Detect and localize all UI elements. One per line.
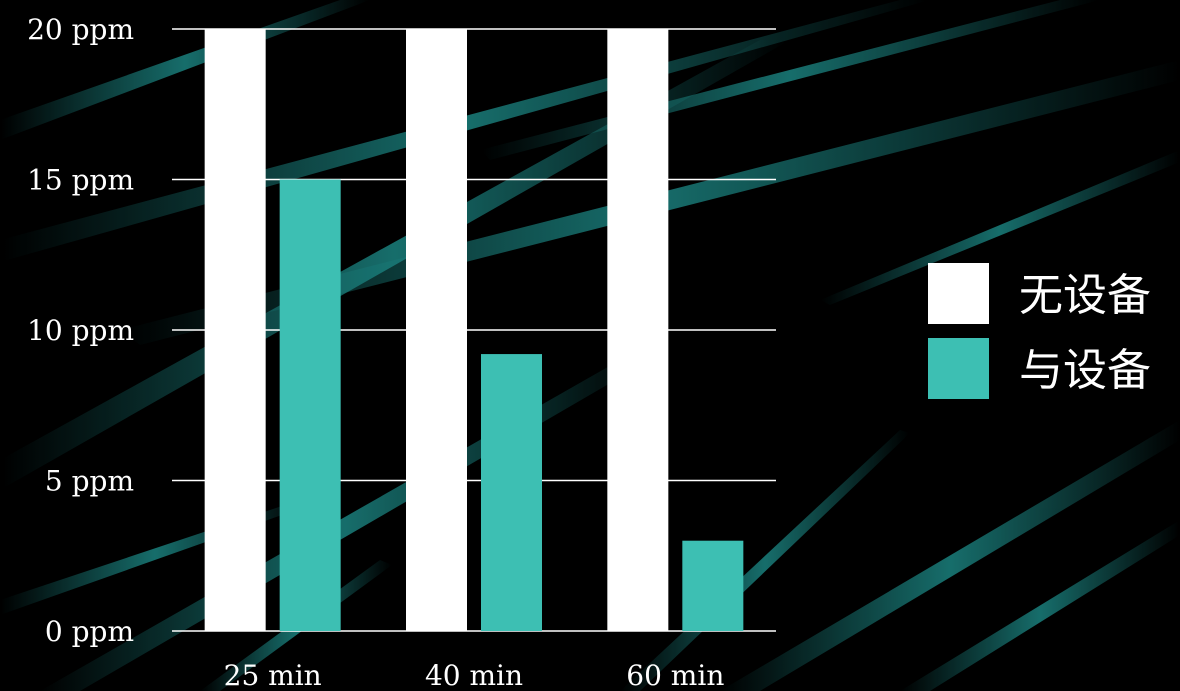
legend-label: 与设备 (1019, 345, 1151, 396)
y-tick-label: 15 ppm (27, 164, 134, 197)
x-tick-label: 25 min (224, 659, 322, 691)
legend-swatch (928, 263, 989, 324)
y-tick-label: 5 ppm (45, 465, 134, 498)
y-tick-label: 20 ppm (27, 13, 134, 46)
legend-label: 无设备 (1019, 270, 1151, 321)
y-tick-label: 0 ppm (45, 615, 134, 648)
y-tick-label: 10 ppm (27, 314, 134, 347)
bar-series-2 (481, 354, 542, 631)
x-tick-label: 60 min (626, 659, 724, 691)
bar-series-1 (406, 29, 467, 631)
x-tick-label: 40 min (425, 659, 523, 691)
bar-series-1 (607, 29, 669, 631)
bar-series-2 (682, 540, 744, 631)
bar-series-1 (204, 29, 266, 631)
legend-swatch (928, 338, 989, 399)
bar-series-2 (279, 179, 341, 631)
